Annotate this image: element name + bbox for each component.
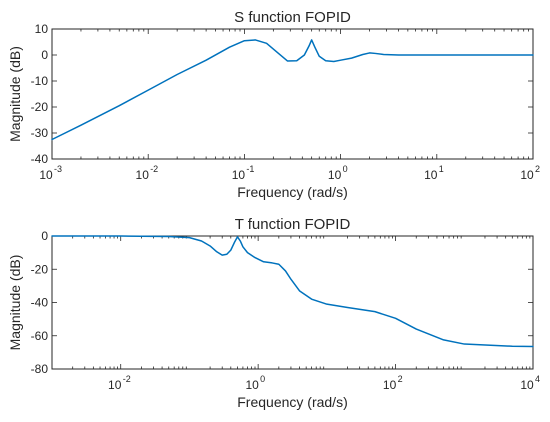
- t-function-x-tick-label: 10: [245, 378, 259, 392]
- t-function-y-tick-label: -60: [31, 329, 49, 343]
- t-function-title: T function FOPID: [235, 216, 351, 233]
- s-function-axes-frame: [51, 28, 534, 160]
- t-function-y-tick-label: -40: [31, 296, 49, 310]
- s-function-x-tick-label: 10: [136, 168, 150, 182]
- t-function-y-axis-label: Magnitude (dB): [7, 255, 23, 351]
- t-function-y-tick-label: 0: [41, 229, 48, 243]
- t-function-y-tick-label: -20: [31, 262, 49, 276]
- s-function-x-tick-label: 10: [39, 168, 53, 182]
- s-function-y-axis-label: Magnitude (dB): [7, 46, 23, 142]
- s-function-x-tick-exponent: 1: [439, 164, 444, 174]
- s-function-x-tick-exponent: -1: [246, 164, 254, 174]
- s-function-y-tick-label: -30: [31, 126, 49, 140]
- s-function-x-axis-label: Frequency (rad/s): [237, 184, 347, 200]
- t-function-axes-frame: [51, 235, 534, 370]
- s-function-x-tick-label: 10: [520, 168, 534, 182]
- s-function-x-tick-exponent: 2: [535, 164, 540, 174]
- s-function-x-tick-exponent: -2: [150, 164, 158, 174]
- t-function-chart: 10 -2 10 0 10 2 10 40-20-40-60-80T function FOP…: [7, 216, 540, 410]
- s-function-x-tick-label: 10: [424, 168, 438, 182]
- s-function-x-tick-label: 10: [232, 168, 246, 182]
- s-function-y-tick-label: 10: [35, 22, 49, 36]
- s-function-x-tick-exponent: -3: [54, 164, 62, 174]
- t-function-x-tick-exponent: 2: [398, 374, 403, 384]
- t-function-x-tick-label: 10: [383, 378, 397, 392]
- s-function-x-tick-exponent: 0: [343, 164, 348, 174]
- t-function-x-tick-exponent: -2: [123, 374, 131, 384]
- t-function-x-tick-exponent: 0: [260, 374, 265, 384]
- s-function-y-tick-label: -40: [31, 152, 49, 166]
- s-function-y-tick-label: -10: [31, 74, 49, 88]
- s-function-series-line: [51, 39, 534, 141]
- t-function-y-tick-label: -80: [31, 362, 49, 376]
- t-function-x-tick-exponent: 4: [535, 374, 540, 384]
- s-function-x-tick-label: 10: [328, 168, 342, 182]
- t-function-x-axis-label: Frequency (rad/s): [237, 394, 347, 410]
- t-function-x-tick-label: 10: [520, 378, 534, 392]
- t-function-series-line: [51, 235, 534, 348]
- t-function-x-tick-label: 10: [108, 378, 122, 392]
- s-function-y-tick-label: 0: [41, 48, 48, 62]
- s-function-title: S function FOPID: [234, 9, 351, 26]
- s-function-y-tick-label: -20: [31, 100, 49, 114]
